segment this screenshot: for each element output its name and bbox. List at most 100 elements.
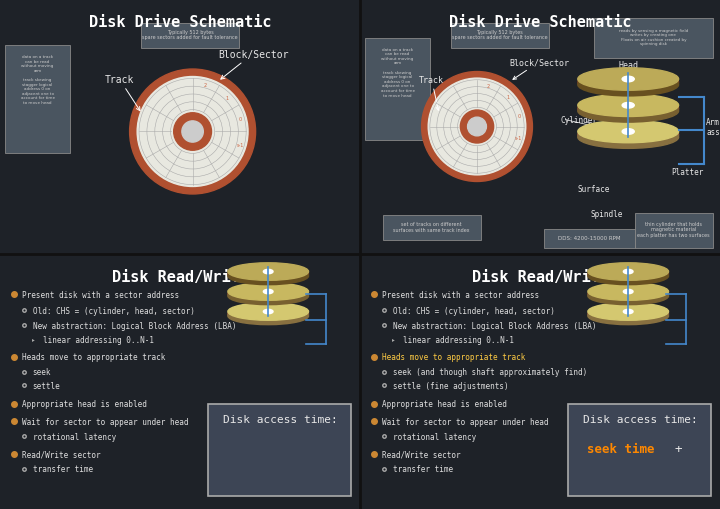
Ellipse shape (624, 310, 633, 314)
Text: +: + (675, 443, 683, 456)
Ellipse shape (588, 307, 668, 325)
Text: Track: Track (419, 75, 444, 111)
Ellipse shape (578, 69, 679, 91)
Text: Appropriate head is enabled: Appropriate head is enabled (22, 400, 148, 409)
Text: Heads move to appropriate track: Heads move to appropriate track (382, 352, 526, 361)
Text: ▸: ▸ (32, 337, 35, 342)
Text: 0: 0 (238, 117, 242, 122)
FancyBboxPatch shape (451, 24, 549, 49)
Text: linear addressing 0..N-1: linear addressing 0..N-1 (402, 335, 513, 344)
Ellipse shape (578, 71, 679, 96)
Text: Cylinder: Cylinder (560, 115, 597, 124)
Ellipse shape (228, 263, 308, 281)
Ellipse shape (578, 121, 679, 144)
Text: Disk Read/Write: Disk Read/Write (472, 270, 608, 285)
Ellipse shape (578, 95, 679, 117)
Text: Disk access time:: Disk access time: (223, 414, 338, 424)
Ellipse shape (228, 288, 308, 305)
Text: rotational latency: rotational latency (32, 432, 116, 441)
FancyBboxPatch shape (382, 216, 481, 241)
Text: 1: 1 (506, 95, 509, 99)
Ellipse shape (264, 290, 273, 294)
Text: settle: settle (32, 381, 60, 390)
Text: Spindle: Spindle (590, 210, 623, 219)
Ellipse shape (578, 123, 679, 148)
Text: Old: CHS = (cylinder, head, sector): Old: CHS = (cylinder, head, sector) (32, 306, 194, 315)
Ellipse shape (578, 74, 679, 97)
Ellipse shape (174, 114, 212, 151)
Text: data on a track
can be read
without moving
arm

track skewing
stagger logical
ad: data on a track can be read without movi… (21, 55, 55, 105)
Text: transfer time: transfer time (392, 465, 453, 473)
Text: transfer time: transfer time (32, 465, 93, 473)
Text: 0: 0 (517, 114, 521, 119)
Text: DDS: 4200-15000 RPM: DDS: 4200-15000 RPM (558, 236, 621, 241)
Text: Typically 512 bytes
spare sectors added for fault tolerance: Typically 512 bytes spare sectors added … (452, 30, 547, 40)
Text: seek time: seek time (587, 443, 654, 456)
Text: Wait for sector to appear under head: Wait for sector to appear under head (382, 417, 549, 426)
Text: Disk access time:: Disk access time: (583, 414, 698, 424)
FancyBboxPatch shape (365, 39, 431, 141)
Text: Typically 512 bytes
spare sectors added for fault tolerance: Typically 512 bytes spare sectors added … (143, 30, 238, 40)
Ellipse shape (421, 72, 533, 182)
Text: 1: 1 (226, 95, 229, 100)
Ellipse shape (460, 111, 494, 144)
Text: 2: 2 (204, 83, 207, 88)
Text: Arm
assembly: Arm assembly (706, 118, 720, 137)
Ellipse shape (622, 129, 634, 135)
Text: New abstraction: Logical Block Address (LBA): New abstraction: Logical Block Address (… (32, 321, 236, 330)
Text: Disk Read/Write: Disk Read/Write (112, 270, 248, 285)
Ellipse shape (622, 103, 634, 109)
Ellipse shape (588, 283, 668, 301)
Ellipse shape (578, 97, 679, 122)
Ellipse shape (228, 265, 308, 284)
Text: Appropriate head is enabled: Appropriate head is enabled (382, 400, 508, 409)
Ellipse shape (228, 303, 308, 321)
Ellipse shape (228, 285, 308, 304)
Text: rotational latency: rotational latency (392, 432, 476, 441)
Text: Old: CHS = (cylinder, head, sector): Old: CHS = (cylinder, head, sector) (392, 306, 554, 315)
Text: Read/Write sector: Read/Write sector (22, 449, 101, 459)
Ellipse shape (228, 307, 308, 325)
Text: Present disk with a sector address: Present disk with a sector address (382, 290, 540, 299)
Text: Wait for sector to appear under head: Wait for sector to appear under head (22, 417, 189, 426)
Text: Track: Track (104, 74, 140, 111)
Text: Present disk with a sector address: Present disk with a sector address (22, 290, 180, 299)
Ellipse shape (588, 285, 668, 304)
Ellipse shape (588, 265, 668, 284)
Ellipse shape (137, 77, 248, 187)
Text: seek: seek (32, 367, 51, 376)
Ellipse shape (588, 303, 668, 321)
Ellipse shape (588, 268, 668, 285)
Ellipse shape (622, 77, 634, 82)
Ellipse shape (467, 118, 487, 136)
Ellipse shape (228, 305, 308, 324)
FancyBboxPatch shape (141, 24, 239, 49)
Text: thin cylinder that holds
magnetic material
each platter has two surfaces: thin cylinder that holds magnetic materi… (637, 221, 710, 238)
Text: Surface: Surface (577, 185, 610, 194)
Ellipse shape (588, 288, 668, 305)
Ellipse shape (588, 263, 668, 281)
Ellipse shape (228, 283, 308, 301)
FancyBboxPatch shape (634, 213, 713, 248)
Ellipse shape (228, 268, 308, 285)
Ellipse shape (588, 305, 668, 324)
Text: Platter: Platter (671, 167, 703, 177)
Text: Disk Drive Schematic: Disk Drive Schematic (449, 15, 631, 30)
Ellipse shape (428, 79, 526, 176)
Text: ▸: ▸ (392, 337, 395, 342)
Text: set of tracks on different
surfaces with same track index: set of tracks on different surfaces with… (393, 221, 470, 233)
FancyBboxPatch shape (544, 230, 634, 248)
Text: settle (fine adjustments): settle (fine adjustments) (392, 381, 508, 390)
Text: seek (and though shaft approximately find): seek (and though shaft approximately fin… (392, 367, 587, 376)
Ellipse shape (264, 270, 273, 274)
FancyBboxPatch shape (594, 19, 713, 59)
Ellipse shape (624, 270, 633, 274)
Text: Head: Head (618, 61, 638, 70)
Text: Heads move to appropriate track: Heads move to appropriate track (22, 352, 166, 361)
Text: Block/Sector: Block/Sector (510, 58, 570, 80)
Ellipse shape (578, 127, 679, 149)
Ellipse shape (264, 310, 273, 314)
FancyBboxPatch shape (207, 404, 351, 496)
Text: Disk Drive Schematic: Disk Drive Schematic (89, 15, 271, 30)
Ellipse shape (578, 100, 679, 123)
